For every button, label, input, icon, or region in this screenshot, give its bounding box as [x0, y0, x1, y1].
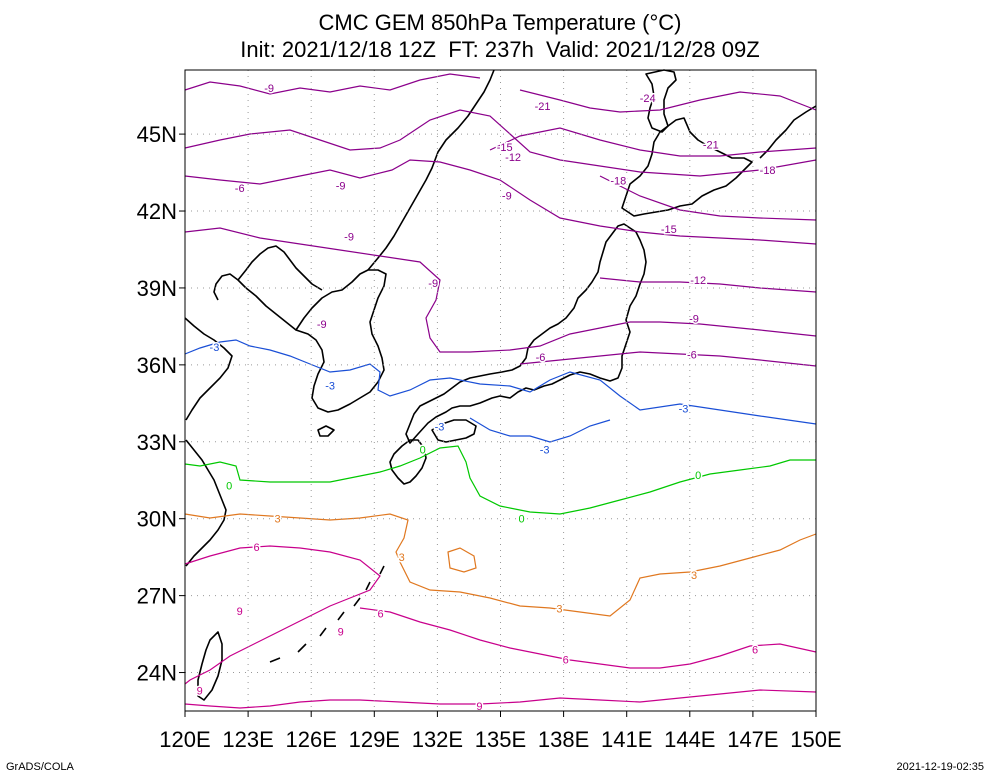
contour-label: -3 — [210, 342, 220, 354]
contour-label: 0 — [226, 480, 232, 492]
contour-label: 9 — [338, 627, 344, 639]
contour-label: -9 — [502, 191, 512, 203]
contour-line — [184, 109, 817, 177]
contour-label: -9 — [317, 319, 327, 331]
coast-sakhalin — [645, 69, 677, 133]
contour-label: -6 — [235, 183, 245, 195]
x-tick-label: 129E — [349, 727, 400, 752]
contour-line — [469, 417, 611, 443]
contour-line — [184, 73, 481, 95]
coast-china-east — [184, 317, 233, 421]
contour-label: -24 — [640, 93, 656, 105]
contour-label: 0 — [420, 444, 426, 456]
contour-line — [447, 547, 477, 573]
coast-japan — [405, 223, 647, 444]
x-tick-label: 141E — [601, 727, 652, 752]
coast-kurils — [759, 105, 817, 159]
contour-label: 9 — [237, 606, 243, 618]
coast-jeju — [317, 425, 335, 437]
x-tick-label: 126E — [286, 727, 337, 752]
contour-line — [519, 351, 817, 367]
contour-label: -21 — [535, 101, 551, 113]
coastline — [184, 69, 817, 701]
coast-ryukyu — [269, 565, 385, 663]
contour-label: -3 — [325, 380, 335, 392]
y-tick-label: 30N — [137, 507, 177, 532]
coast-korea — [295, 269, 387, 413]
map-frame — [184, 69, 817, 712]
contour-label: 6 — [752, 644, 758, 656]
contour-label: -18 — [610, 175, 626, 187]
contour-label: -15 — [661, 224, 677, 236]
x-tick-label: 138E — [538, 727, 589, 752]
contour-line — [184, 159, 817, 245]
contour-label: 3 — [691, 570, 697, 582]
contour-label: 0 — [518, 514, 524, 526]
y-tick-label: 39N — [137, 276, 177, 301]
x-tick-label: 120E — [159, 727, 210, 752]
y-tick-label: 42N — [137, 199, 177, 224]
contour-label: -3 — [435, 421, 445, 433]
y-tick-label: 27N — [137, 584, 177, 609]
contour-label: -9 — [344, 232, 354, 244]
y-tick-label: 45N — [137, 122, 177, 147]
contour-line — [184, 227, 817, 353]
coast-mainland-nw — [213, 273, 297, 331]
footer-timestamp: 2021-12-19-02:35 — [896, 761, 984, 773]
x-tick-label: 135E — [475, 727, 526, 752]
contour-label: -6 — [687, 350, 697, 362]
coast-hokkaido — [621, 117, 753, 217]
contour-line — [184, 513, 817, 617]
y-tick-label: 24N — [137, 661, 177, 686]
x-tick-label: 123E — [222, 727, 273, 752]
coast-bohai — [237, 245, 323, 291]
contour-label: 6 — [378, 609, 384, 621]
contour-label: -9 — [428, 278, 438, 290]
footer-left: GrADS/COLA — [6, 761, 74, 773]
contour-label: 9 — [197, 685, 203, 697]
contour-label: -9 — [264, 83, 274, 95]
contour-label: 9 — [476, 701, 482, 713]
contour-label: -3 — [540, 444, 550, 456]
y-tick-label: 36N — [137, 353, 177, 378]
contour-line — [359, 607, 817, 669]
contour-label: -15 — [497, 142, 513, 154]
contour-label: 6 — [253, 542, 259, 554]
contour-line — [184, 545, 381, 685]
contour-label: -3 — [679, 403, 689, 415]
x-tick-label: 144E — [664, 727, 715, 752]
contour-line — [519, 89, 817, 113]
chart-subtitle: Init: 2021/12/18 12Z FT: 237h Valid: 202… — [240, 37, 760, 62]
contour-label: 3 — [556, 603, 562, 615]
x-tick-label: 150E — [790, 727, 841, 752]
chart-title: CMC GEM 850hPa Temperature (°C) — [318, 10, 682, 35]
contour-label: 0 — [695, 470, 701, 482]
contour-label: -12 — [505, 152, 521, 164]
contour-label: -21 — [703, 139, 719, 151]
contour-label: -9 — [689, 314, 699, 326]
contour-label: -18 — [760, 165, 776, 177]
contour-label: 3 — [274, 514, 280, 526]
y-tick-label: 33N — [137, 430, 177, 455]
coast-mainland-ne — [367, 69, 495, 271]
coast-kyushu — [389, 439, 427, 485]
contour-line — [184, 689, 817, 709]
contour-label: 3 — [399, 552, 405, 564]
contour-line — [599, 175, 817, 221]
contour-label: -9 — [336, 180, 346, 192]
contour-line — [184, 445, 816, 515]
contour-label: 6 — [563, 655, 569, 667]
contour-line — [599, 277, 817, 293]
contour-line — [489, 127, 817, 157]
x-tick-label: 147E — [727, 727, 778, 752]
coast-taiwan — [197, 631, 223, 701]
coast-china-south — [185, 439, 227, 567]
x-tick-label: 132E — [412, 727, 463, 752]
contour-label: -6 — [536, 352, 546, 364]
contour-label: -12 — [690, 275, 706, 287]
